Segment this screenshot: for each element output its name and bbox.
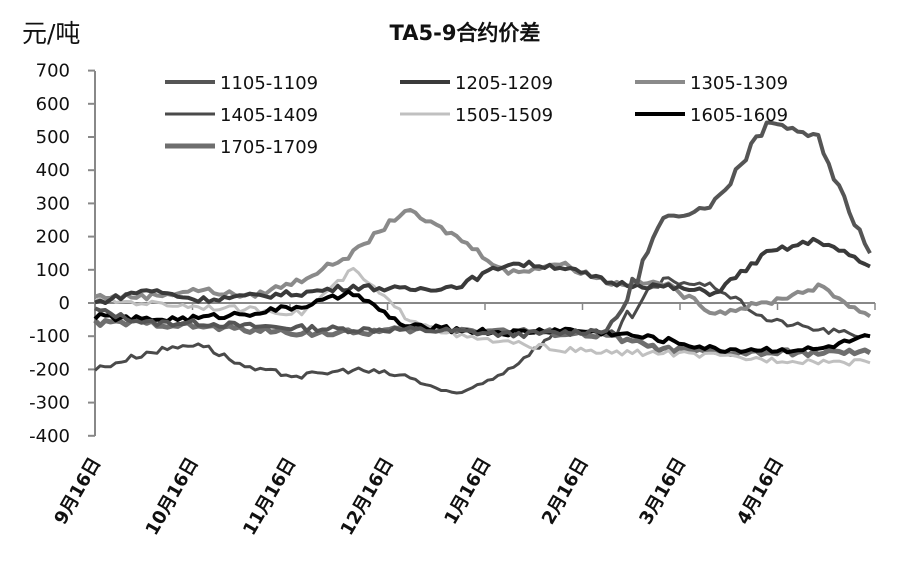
y-tick-label: 200 (36, 227, 70, 248)
y-tick-label: 0 (59, 293, 70, 314)
legend-label: 1505-1509 (455, 105, 553, 126)
series-line-1105-1109 (94, 120, 872, 339)
y-tick-label: -400 (29, 426, 70, 447)
legend-label: 1105-1109 (220, 73, 318, 94)
series-line-1605-1609 (93, 289, 871, 355)
series-line-1405-1409 (94, 276, 871, 395)
y-tick-label: -200 (29, 359, 70, 380)
y-tick-label: -100 (29, 326, 70, 347)
y-axis-unit: 元/吨 (22, 19, 81, 48)
x-tick-label: 4月16日 (733, 454, 788, 528)
series-line-1205-1209 (94, 236, 871, 305)
legend-label: 1305-1309 (690, 73, 788, 94)
y-tick-label: 700 (36, 61, 70, 82)
series-line-1305-1309 (94, 207, 872, 318)
y-tick-label: -300 (29, 393, 70, 414)
y-tick-label: 100 (36, 260, 70, 281)
y-axis: 700 600 500 400 300 200 100 0 -100 -200 -300 -400 (29, 61, 96, 447)
x-tick-label: 10月16日 (142, 454, 203, 539)
y-tick-label: 600 (36, 94, 70, 115)
x-axis-labels: 9月16日 10月16日 11月16日 12月16日 1月16日 2月16日 3月16日 4月… (50, 454, 787, 539)
x-tick-label: 9月16日 (50, 454, 105, 528)
y-tick-label: 400 (36, 160, 70, 181)
x-tick-label: 2月16日 (538, 454, 593, 528)
legend-label: 1705-1709 (220, 137, 318, 158)
y-tick-label: 300 (36, 193, 70, 214)
legend-label: 1605-1609 (690, 105, 788, 126)
x-tick-label: 1月16日 (440, 454, 495, 528)
x-tick-label: 11月16日 (239, 454, 300, 539)
chart-title: TA5-9合约价差 (389, 21, 541, 45)
legend-label: 1405-1409 (220, 105, 318, 126)
y-tick-label: 500 (36, 127, 70, 148)
series-lines (93, 120, 872, 395)
series-line-1505-1509 (94, 266, 871, 367)
legend: 1105-1109 1205-1209 1305-1309 1405-1409 1505… (165, 73, 788, 158)
legend-label: 1205-1209 (455, 73, 553, 94)
x-tick-label: 12月16日 (337, 454, 398, 539)
x-tick-label: 3月16日 (635, 454, 690, 528)
